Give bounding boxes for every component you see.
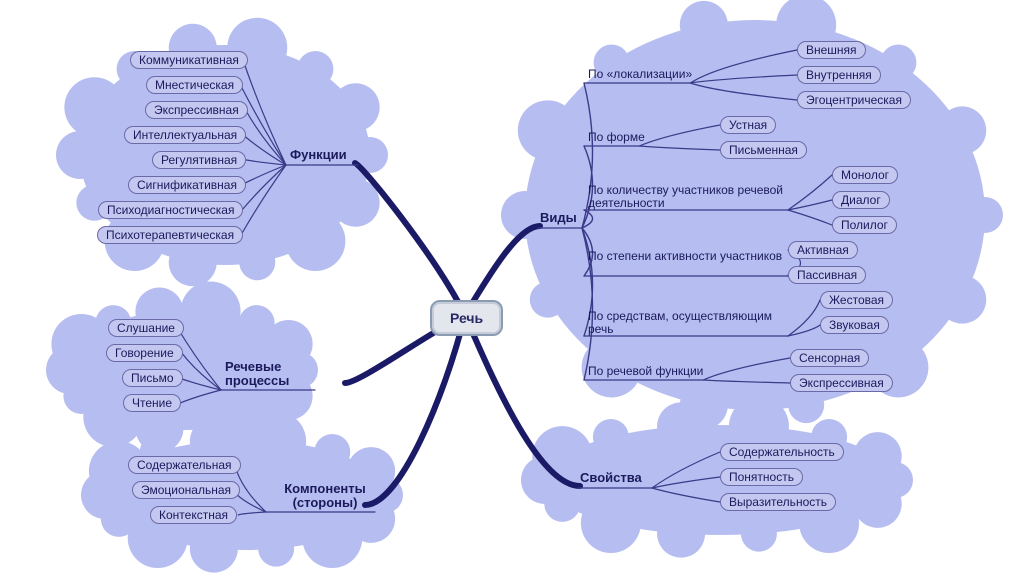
leaf-properties-1: Понятность [720, 468, 803, 486]
branch-properties: Свойства [580, 470, 642, 485]
leaf-types-5-0: Сенсорная [790, 349, 869, 367]
center-label: Речь [450, 310, 483, 326]
leaf-functions-2: Экспрессивная [145, 101, 248, 119]
branch-types: Виды [540, 210, 577, 225]
leaf-types-5-1: Экспрессивная [790, 374, 893, 392]
sub-types-5: По речевой функции [588, 364, 703, 378]
leaf-types-2-1: Диалог [832, 191, 890, 209]
center-node: Речь [430, 300, 503, 336]
sub-types-2: По количеству участников речевой деятель… [588, 184, 788, 210]
leaf-functions-1: Мнестическая [146, 76, 243, 94]
leaf-types-3-1: Пассивная [788, 266, 866, 284]
leaf-processes-3: Чтение [123, 394, 181, 412]
leaf-functions-4: Регулятивная [152, 151, 246, 169]
branch-processes: Речевые процессы [225, 360, 315, 388]
leaf-types-2-0: Монолог [832, 166, 898, 184]
leaf-processes-2: Письмо [122, 369, 183, 387]
sub-types-3: По степени активности участников [588, 250, 788, 263]
branch-functions: Функции [290, 147, 347, 162]
leaf-types-1-0: Устная [720, 116, 776, 134]
leaf-types-2-2: Полилог [832, 216, 897, 234]
sub-types-1: По форме [588, 130, 645, 144]
leaf-functions-3: Интеллектуальная [124, 126, 246, 144]
sub-types-4: По средствам, осуществляющим речь [588, 310, 788, 336]
branch-components: Компоненты (стороны) [270, 482, 380, 510]
sub-types-0: По «локализации» [588, 67, 692, 81]
leaf-processes-0: Слушание [108, 319, 184, 337]
mindmap-canvas: Речь Функции Коммуникативная Мнестическая Э… [0, 0, 1024, 576]
leaf-functions-5: Сигнификативная [128, 176, 246, 194]
leaf-types-3-0: Активная [788, 241, 858, 259]
leaf-types-1-1: Письменная [720, 141, 807, 159]
leaf-processes-1: Говорение [106, 344, 183, 362]
leaf-functions-6: Психодиагностическая [98, 201, 243, 219]
leaf-types-0-2: Эгоцентрическая [797, 91, 911, 109]
leaf-components-0: Содержательная [128, 456, 241, 474]
leaf-properties-0: Содержательность [720, 443, 844, 461]
leaf-functions-7: Психотерапевтическая [97, 226, 243, 244]
leaf-types-4-0: Жестовая [820, 291, 893, 309]
leaf-types-4-1: Звуковая [820, 316, 889, 334]
leaf-functions-0: Коммуникативная [130, 51, 248, 69]
leaf-properties-2: Выразительность [720, 493, 836, 511]
leaf-types-0-0: Внешняя [797, 41, 866, 59]
leaf-components-1: Эмоциональная [132, 481, 240, 499]
leaf-types-0-1: Внутренняя [797, 66, 881, 84]
leaf-components-2: Контекстная [150, 506, 237, 524]
